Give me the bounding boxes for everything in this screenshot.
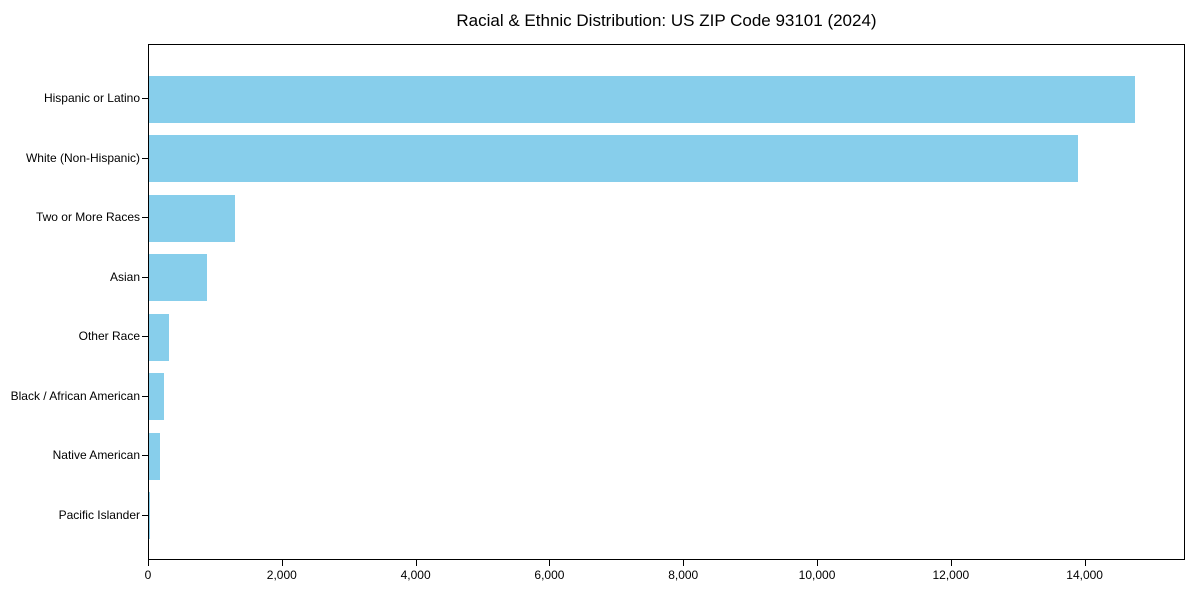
- bar: [149, 75, 1135, 123]
- x-tick-mark: [415, 560, 417, 566]
- category-label: Asian: [109, 269, 140, 284]
- y-tick-mark: [142, 217, 148, 218]
- bar: [149, 373, 165, 420]
- bar: [149, 492, 150, 539]
- x-tick-mark: [817, 560, 819, 566]
- x-tick-label: 6,000: [534, 568, 565, 582]
- y-tick-mark: [142, 514, 148, 516]
- x-tick-mark: [549, 560, 551, 566]
- bar: [149, 194, 236, 242]
- category-label: Hispanic or Latino: [43, 91, 140, 105]
- y-tick-mark: [142, 157, 148, 159]
- category-label: Native American: [52, 448, 140, 462]
- x-tick-label: 8,000: [668, 568, 699, 582]
- x-tick-mark: [1084, 560, 1086, 566]
- y-tick-mark: [142, 395, 148, 397]
- category-label: Other Race: [78, 329, 140, 343]
- x-tick-mark: [148, 560, 149, 566]
- x-tick-label: 0: [144, 568, 152, 582]
- x-tick-label: 4,000: [400, 568, 431, 582]
- plot-area: [148, 44, 1185, 560]
- x-tick-mark: [950, 560, 952, 566]
- x-tick-mark: [683, 560, 685, 566]
- y-tick-mark: [142, 336, 148, 337]
- chart-title: Racial & Ethnic Distribution: US ZIP Cod…: [456, 11, 877, 30]
- x-tick-label: 10,000: [798, 568, 836, 582]
- x-tick-label: 12,000: [932, 568, 970, 582]
- bar: [149, 135, 1078, 182]
- x-tick-label: 2,000: [266, 568, 297, 582]
- bar: [149, 254, 207, 301]
- bar: [149, 313, 170, 361]
- y-tick-mark: [142, 276, 148, 278]
- y-tick-mark: [142, 455, 148, 456]
- category-label: Black / African American: [10, 388, 140, 403]
- category-label: Pacific Islander: [58, 507, 140, 522]
- y-tick-mark: [142, 98, 148, 99]
- bar: [149, 432, 160, 480]
- category-label: Two or More Races: [35, 210, 140, 224]
- y-axis-labels: Hispanic or Latino White (Non-Hispanic) Tw…: [0, 44, 140, 560]
- x-tick-label: 14,000: [1066, 568, 1103, 582]
- category-label: White (Non-Hispanic): [25, 150, 140, 165]
- x-tick-mark: [281, 560, 283, 566]
